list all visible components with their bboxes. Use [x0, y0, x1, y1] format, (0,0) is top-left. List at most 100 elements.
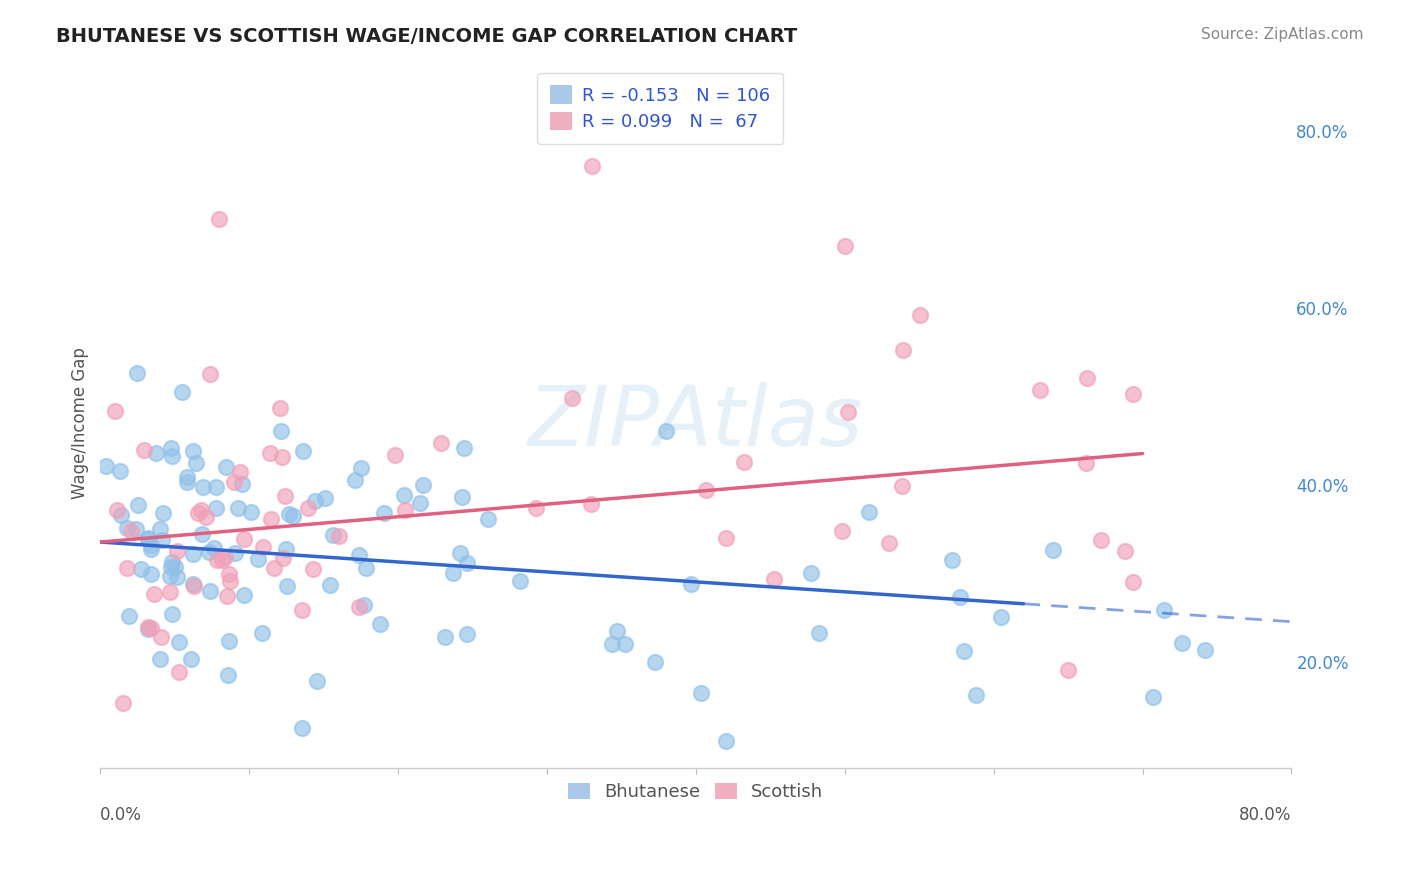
Point	[195, 509, 218, 524]
Point	[205, 480, 228, 494]
Point	[159, 569, 181, 583]
Point	[215, 460, 238, 475]
Point	[181, 547, 204, 561]
Point	[138, 619, 160, 633]
Point	[322, 528, 344, 542]
Point	[110, 464, 132, 478]
Point	[105, 503, 128, 517]
Point	[858, 504, 880, 518]
Point	[412, 478, 434, 492]
Point	[214, 550, 236, 565]
Point	[139, 541, 162, 556]
Point	[807, 626, 830, 640]
Point	[118, 609, 141, 624]
Point	[695, 483, 717, 497]
Point	[224, 546, 246, 560]
Point	[263, 561, 285, 575]
Point	[218, 567, 240, 582]
Point	[250, 625, 273, 640]
Point	[762, 573, 785, 587]
Point	[561, 391, 583, 405]
Point	[198, 544, 221, 558]
Y-axis label: Wage/Income Gap: Wage/Income Gap	[72, 347, 89, 499]
Point	[181, 443, 204, 458]
Point	[233, 532, 256, 546]
Point	[800, 566, 823, 581]
Point	[143, 587, 166, 601]
Point	[190, 503, 212, 517]
Point	[714, 531, 737, 545]
Point	[152, 507, 174, 521]
Point	[328, 529, 350, 543]
Point	[231, 477, 253, 491]
Point	[120, 524, 142, 539]
Point	[449, 546, 471, 560]
Point	[347, 600, 370, 615]
Point	[218, 634, 240, 648]
Point	[1028, 383, 1050, 397]
Point	[162, 449, 184, 463]
Point	[714, 734, 737, 748]
Point	[606, 624, 628, 638]
Point	[163, 560, 186, 574]
Point	[1090, 533, 1112, 548]
Point	[891, 343, 914, 357]
Point	[184, 456, 207, 470]
Point	[1153, 603, 1175, 617]
Point	[953, 644, 976, 658]
Point	[172, 384, 194, 399]
Point	[162, 607, 184, 622]
Point	[117, 561, 139, 575]
Point	[1122, 387, 1144, 401]
Point	[908, 308, 931, 322]
Point	[274, 541, 297, 556]
Point	[353, 598, 375, 612]
Point	[655, 425, 678, 439]
Point	[450, 490, 472, 504]
Point	[434, 630, 457, 644]
Point	[141, 538, 163, 552]
Point	[127, 366, 149, 380]
Point	[441, 566, 464, 580]
Point	[990, 610, 1012, 624]
Point	[191, 526, 214, 541]
Point	[271, 450, 294, 464]
Point	[187, 506, 209, 520]
Point	[394, 503, 416, 517]
Point	[183, 579, 205, 593]
Point	[217, 668, 239, 682]
Point	[104, 403, 127, 417]
Point	[127, 498, 149, 512]
Point	[141, 621, 163, 635]
Text: ZIPAtlas: ZIPAtlas	[529, 382, 863, 463]
Point	[343, 473, 366, 487]
Point	[269, 401, 291, 416]
Legend: Bhutanese, Scottish: Bhutanese, Scottish	[560, 774, 832, 811]
Point	[581, 159, 603, 173]
Point	[208, 212, 231, 227]
Point	[132, 443, 155, 458]
Point	[1057, 664, 1080, 678]
Point	[409, 496, 432, 510]
Point	[291, 721, 314, 735]
Point	[305, 673, 328, 688]
Point	[304, 494, 326, 508]
Text: 80.0%: 80.0%	[1239, 805, 1292, 823]
Point	[384, 448, 406, 462]
Point	[145, 446, 167, 460]
Point	[252, 541, 274, 555]
Point	[166, 570, 188, 584]
Point	[136, 532, 159, 546]
Point	[877, 535, 900, 549]
Point	[149, 652, 172, 666]
Point	[1170, 636, 1192, 650]
Point	[319, 578, 342, 592]
Point	[273, 551, 295, 566]
Point	[644, 655, 666, 669]
Point	[169, 665, 191, 680]
Point	[198, 583, 221, 598]
Point	[430, 436, 453, 450]
Point	[124, 522, 146, 536]
Point	[198, 368, 221, 382]
Point	[222, 475, 245, 489]
